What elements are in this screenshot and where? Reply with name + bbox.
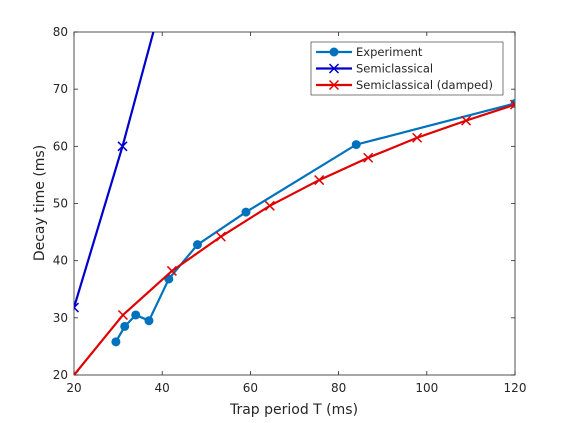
series-experiment [111,98,515,347]
y-tick-label: 50 [53,197,68,211]
y-tick-label: 30 [53,311,68,325]
legend-entry-semiclassical-damped: Semiclassical (damped) [316,78,493,92]
data-point-semiclassical [74,302,80,313]
data-point-experiment [120,321,130,331]
data-point-semiclassical-damped [215,231,226,242]
legend-entry-semiclassical: Semiclassical [316,62,433,76]
data-point-experiment [144,316,154,326]
data-point-semiclassical-damped [509,99,515,110]
data-point-experiment [241,207,251,217]
y-tick-label: 70 [53,82,68,96]
data-point-experiment [131,310,141,320]
data-point-experiment [351,140,361,150]
data-point-semiclassical-damped [74,369,80,375]
y-tick-label: 20 [53,368,68,382]
y-tick-label: 60 [53,139,68,153]
x-tick-label: 120 [504,381,527,395]
data-point-semiclassical-damped [461,115,472,126]
legend: Experiment Semiclassical Semiclassical (da… [310,41,504,96]
series-semiclassical [74,32,155,313]
data-point-semiclassical [117,141,128,152]
data-point-semiclassical-damped [363,152,374,163]
data-point-experiment [111,337,121,347]
axis-ticks: 20 40 60 80 100 120 20 30 40 50 60 70 80 [53,25,527,395]
legend-marker-experiment [329,47,339,57]
legend-label-semiclassical-damped: Semiclassical (damped) [356,78,493,92]
legend-marker-semiclassical [328,63,340,74]
legend-marker-semiclassical-damped [328,79,340,91]
series-semiclassical-damped [74,99,515,375]
data-point-semiclassical-damped [166,265,177,276]
data-point-semiclassical-damped [412,132,423,143]
x-tick-label: 80 [331,381,346,395]
y-axis-label: Decay time (ms) [32,145,48,261]
x-tick-label: 20 [66,381,81,395]
legend-entry-experiment: Experiment [316,45,423,59]
y-tick-label: 80 [53,25,68,39]
legend-label-semiclassical: Semiclassical [356,62,433,76]
data-point-semiclassical-damped [117,309,128,321]
x-tick-label: 40 [155,381,170,395]
data-point-experiment [192,240,202,250]
data-point-semiclassical-damped [314,175,325,186]
x-axis-label: Trap period T (ms) [229,402,358,418]
data-point-semiclassical-damped [264,200,275,211]
y-tick-label: 40 [53,254,68,268]
series-line-semiclassical-damped [74,103,515,375]
x-tick-label: 100 [415,381,438,395]
legend-label-experiment: Experiment [356,45,423,59]
series-layer [74,32,515,375]
x-tick-label: 60 [243,381,258,395]
